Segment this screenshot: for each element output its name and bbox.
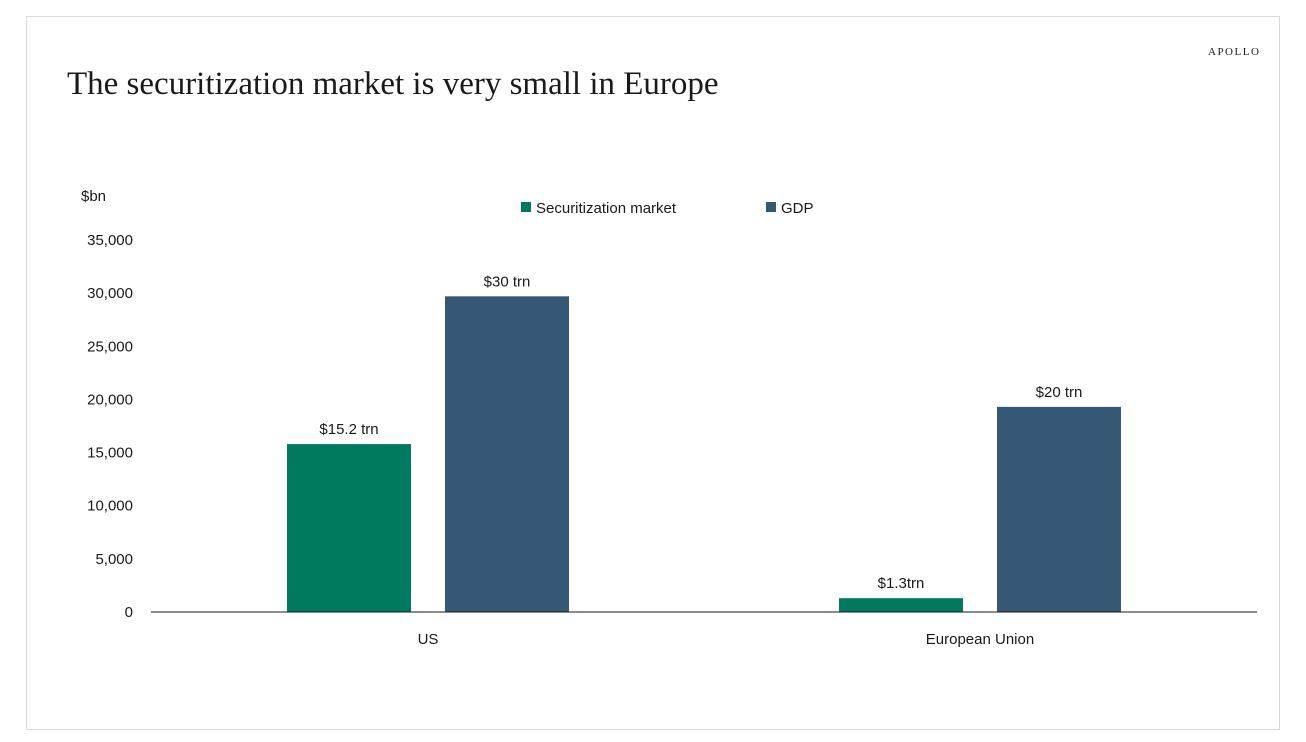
y-tick-label: 30,000 — [87, 285, 133, 302]
bar-gdp-us — [445, 296, 569, 612]
y-tick-label: 0 — [125, 604, 133, 621]
legend-swatch-gdp — [766, 202, 776, 212]
legend-label-gdp: GDP — [781, 200, 814, 217]
bar-data-label: $20 trn — [1036, 384, 1083, 401]
legend-swatch-securitization — [521, 202, 531, 212]
bar-securitization-us — [287, 444, 411, 612]
x-category-label: European Union — [926, 631, 1034, 648]
y-tick-label: 35,000 — [87, 232, 133, 249]
bar-data-label: $1.3trn — [878, 575, 925, 592]
y-axis-title: $bn — [81, 188, 106, 205]
legend-label-securitization: Securitization market — [536, 200, 677, 217]
y-tick-label: 25,000 — [87, 338, 133, 355]
y-tick-label: 15,000 — [87, 445, 133, 462]
x-category-label: US — [418, 631, 439, 648]
bar-data-label: $15.2 trn — [319, 421, 378, 438]
y-tick-label: 20,000 — [87, 391, 133, 408]
y-tick-label: 5,000 — [95, 551, 133, 568]
y-tick-label: 10,000 — [87, 498, 133, 515]
bar-data-label: $30 trn — [484, 273, 531, 290]
brand-logo: APOLLO — [1208, 46, 1261, 58]
bar-securitization-eu — [839, 598, 963, 612]
bar-gdp-eu — [997, 406, 1121, 612]
chart-title: The securitization market is very small … — [67, 66, 719, 102]
